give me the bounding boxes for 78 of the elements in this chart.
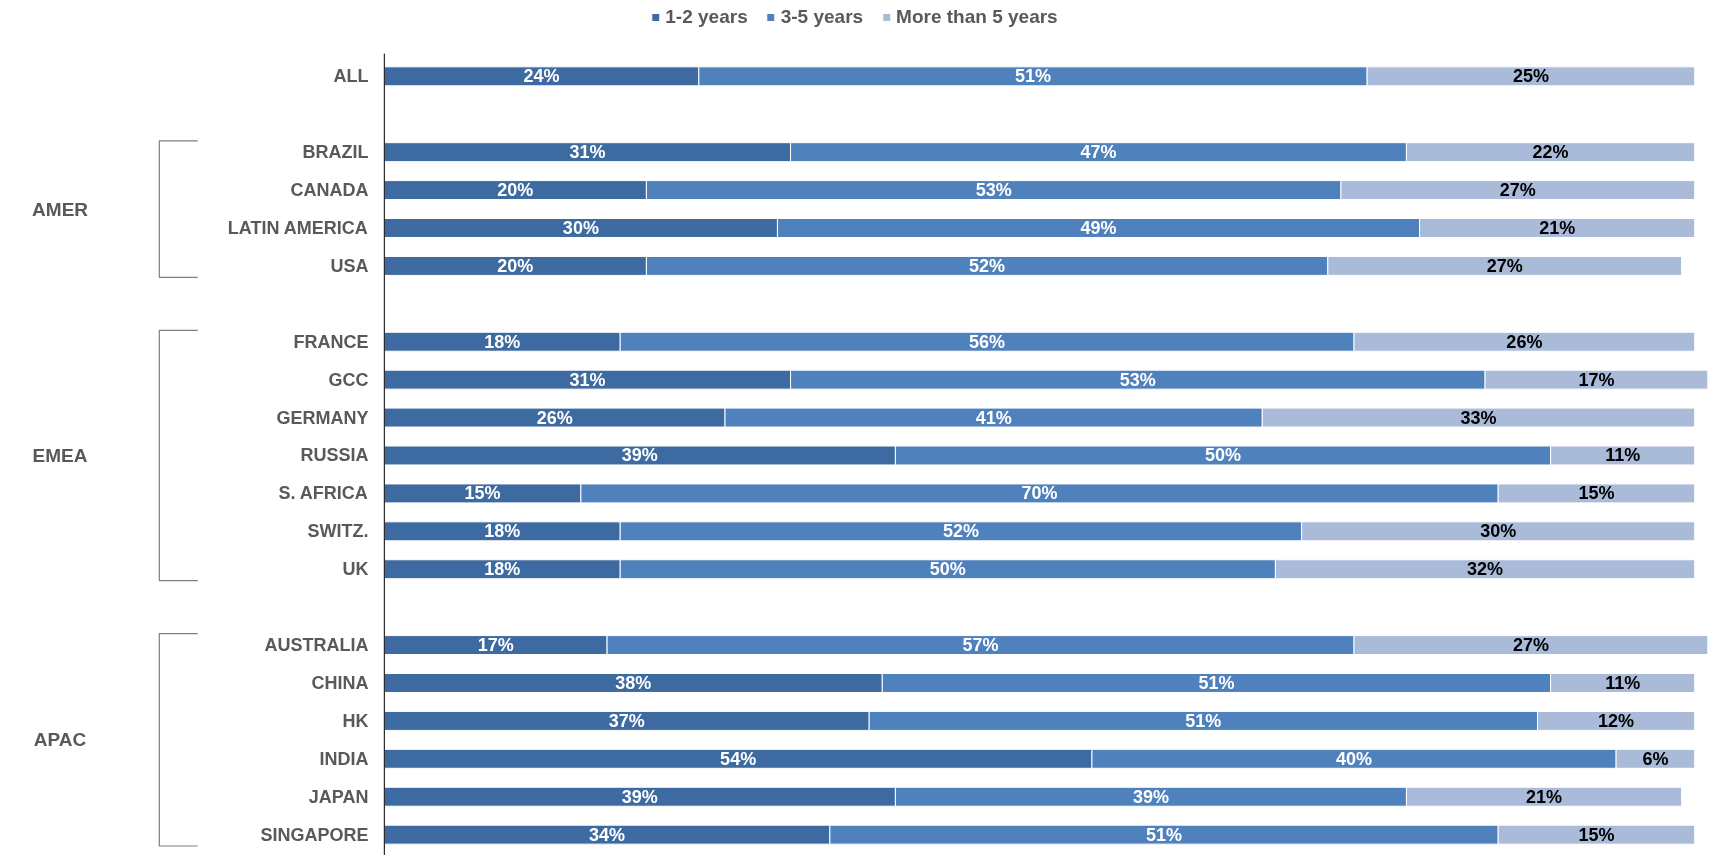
legend-label: 1-2 years	[665, 6, 748, 28]
data-label: 39%	[621, 786, 658, 807]
y-tick-label: GERMANY	[276, 407, 369, 428]
data-label: 11%	[1605, 672, 1641, 693]
y-tick-label: SWITZ.	[307, 521, 369, 542]
data-label: 38%	[615, 672, 652, 693]
y-tick-label: ALL	[333, 66, 369, 87]
y-tick-label: LATIN AMERICA	[227, 217, 368, 238]
data-label: 51%	[1014, 66, 1051, 87]
data-label: 6%	[1642, 748, 1669, 769]
y-tick-label: CHINA	[311, 672, 369, 693]
data-label: 33%	[1460, 407, 1497, 428]
data-label: 50%	[1204, 445, 1241, 466]
data-label: 39%	[1132, 786, 1169, 807]
data-label: 49%	[1080, 217, 1117, 238]
data-label: 21%	[1539, 217, 1576, 238]
data-label: 27%	[1486, 255, 1523, 276]
text: EMEA	[32, 444, 88, 466]
data-label: 27%	[1499, 180, 1536, 201]
data-label: 25%	[1512, 66, 1549, 87]
data-label: 47%	[1080, 142, 1117, 163]
data-label: 57%	[962, 635, 999, 656]
data-label: 21%	[1526, 786, 1563, 807]
data-label: 26%	[1506, 331, 1543, 352]
data-label: 22%	[1532, 142, 1569, 163]
data-label: 50%	[929, 559, 966, 580]
data-label: 32%	[1467, 559, 1504, 580]
data-label: 52%	[969, 255, 1006, 276]
data-label: 31%	[569, 142, 606, 163]
data-label: 11%	[1605, 445, 1641, 466]
data-label: 20%	[497, 255, 534, 276]
data-label: 18%	[484, 559, 521, 580]
y-tick-label: UK	[342, 559, 369, 580]
legend-label: More than 5 years	[896, 6, 1058, 28]
y-tick-label: HK	[342, 710, 369, 731]
y-tick-label: INDIA	[319, 748, 369, 769]
data-label: 37%	[608, 710, 645, 731]
y-tick-label: USA	[330, 255, 369, 276]
data-label: 53%	[1119, 369, 1156, 390]
y-tick-label: JAPAN	[308, 786, 369, 807]
data-label: 15%	[1578, 483, 1615, 504]
y-tick-label: RUSSIA	[300, 445, 369, 466]
text: APAC	[33, 729, 87, 751]
data-label: 53%	[975, 180, 1012, 201]
data-label: 56%	[969, 331, 1006, 352]
y-tick-label: AUSTRALIA	[264, 635, 369, 656]
data-label: 51%	[1146, 824, 1183, 845]
data-label: 34%	[589, 824, 626, 845]
data-label: 12%	[1598, 710, 1635, 731]
data-label: 52%	[942, 521, 979, 542]
data-label: 20%	[497, 180, 534, 201]
data-label: 18%	[484, 331, 521, 352]
data-label: 27%	[1512, 635, 1549, 656]
data-label: 30%	[1480, 521, 1517, 542]
data-label: 51%	[1185, 710, 1222, 731]
data-label: 30%	[562, 217, 599, 238]
data-label: 18%	[484, 521, 521, 542]
y-tick-label: CANADA	[290, 180, 369, 201]
data-label: 17%	[1578, 369, 1615, 390]
data-label: 15%	[464, 483, 501, 504]
y-tick-label: GCC	[328, 369, 369, 390]
data-label: 54%	[720, 748, 757, 769]
y-tick-label: FRANCE	[293, 331, 369, 352]
data-label: 70%	[1021, 483, 1058, 504]
data-label: 26%	[536, 407, 573, 428]
y-tick-label: S. AFRICA	[278, 483, 368, 504]
data-label: 24%	[523, 66, 560, 87]
data-label: 40%	[1336, 748, 1373, 769]
text: AMER	[32, 198, 89, 220]
y-tick-label: SINGAPORE	[260, 824, 369, 845]
data-label: 31%	[569, 369, 606, 390]
y-tick-label: BRAZIL	[302, 142, 369, 163]
legend-label: 3-5 years	[780, 6, 864, 28]
data-label: 39%	[621, 445, 658, 466]
data-label: 15%	[1578, 824, 1615, 845]
data-label: 51%	[1198, 672, 1235, 693]
data-label: 17%	[477, 635, 514, 656]
data-label: 41%	[975, 407, 1012, 428]
